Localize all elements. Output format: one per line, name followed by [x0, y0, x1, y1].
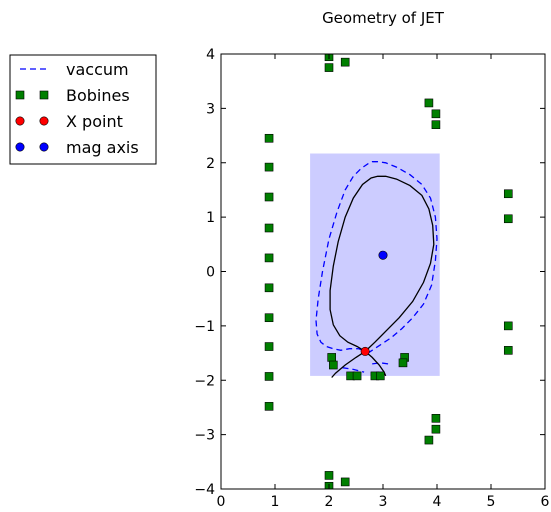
- y-tick-label: −2: [194, 373, 215, 389]
- bobine-marker: [264, 283, 274, 293]
- x-tick-label: 6: [541, 494, 550, 510]
- legend-box: [9, 54, 157, 165]
- y-tick-label: −1: [194, 319, 215, 335]
- bobine-marker: [352, 371, 362, 381]
- bobine-marker: [398, 358, 408, 368]
- legend-circle-swatch: [15, 116, 25, 126]
- x-tick-label: 0: [217, 494, 226, 510]
- bobine-marker: [264, 133, 274, 143]
- series-line-5: [364, 350, 387, 377]
- bobine-marker: [503, 321, 513, 331]
- legend-label: vaccum: [66, 60, 129, 79]
- bobine-marker: [264, 342, 274, 351]
- bobine-marker: [431, 424, 441, 434]
- series-line-1: [342, 367, 365, 373]
- legend-circle-swatch: [15, 142, 25, 152]
- bobine-marker: [324, 63, 334, 72]
- mag-axis-marker: [378, 250, 388, 260]
- bobine-marker: [264, 402, 274, 411]
- x-tick-label: 3: [379, 494, 388, 510]
- y-tick-label: 3: [206, 101, 215, 117]
- bobine-marker: [503, 189, 513, 199]
- legend-label: Bobines: [66, 86, 130, 105]
- y-tick-label: 1: [206, 210, 215, 226]
- legend-label: mag axis: [66, 138, 139, 157]
- bobine-marker: [264, 253, 274, 263]
- bobine-marker: [431, 414, 441, 423]
- bobine-marker: [324, 471, 334, 480]
- legend-label: X point: [66, 112, 123, 131]
- x-tick-label: 2: [325, 494, 334, 510]
- bobine-marker: [424, 435, 434, 445]
- bobine-marker: [431, 109, 441, 119]
- shaded-region: [310, 153, 440, 376]
- series-line-4: [331, 350, 366, 378]
- bobine-marker: [264, 372, 274, 381]
- x-tick-label: 4: [433, 494, 442, 510]
- bobine-marker: [375, 371, 385, 381]
- series-line-2: [372, 362, 389, 365]
- bobine-marker: [264, 313, 274, 323]
- bobine-marker: [503, 346, 513, 355]
- y-tick-label: −3: [194, 428, 215, 444]
- bobine-marker: [340, 57, 350, 67]
- chart-title: Geometry of JET: [322, 9, 445, 27]
- bobine-marker: [340, 477, 350, 487]
- y-tick-label: 4: [206, 47, 215, 63]
- series-line-3: [329, 175, 435, 352]
- legend-square-swatch: [15, 90, 25, 100]
- legend-circle-swatch: [39, 116, 49, 126]
- bobine-marker: [329, 360, 338, 370]
- legend: vaccum Bobines X point mag axis: [9, 54, 157, 165]
- bobine-marker: [264, 162, 274, 172]
- bobine-marker: [264, 223, 274, 233]
- bobine-marker: [503, 214, 513, 224]
- bobine-marker: [327, 353, 337, 362]
- bobine-marker: [424, 98, 434, 108]
- y-tick-label: 0: [206, 265, 215, 281]
- bobine-marker: [431, 120, 441, 129]
- plot-area: 0 1 2 3 4 5 6 4 3 2 1 0 −1 −2 −3 −4: [194, 47, 549, 510]
- bobine-marker: [264, 192, 274, 202]
- legend-circle-swatch: [39, 142, 49, 152]
- y-tick-label: 2: [206, 156, 215, 172]
- legend-square-swatch: [39, 90, 49, 100]
- x-tick-label: 5: [487, 494, 496, 510]
- y-tick-label: −4: [194, 482, 215, 498]
- x-point-marker: [360, 346, 370, 356]
- vaccum-line: [315, 161, 438, 354]
- x-tick-label: 1: [271, 494, 280, 510]
